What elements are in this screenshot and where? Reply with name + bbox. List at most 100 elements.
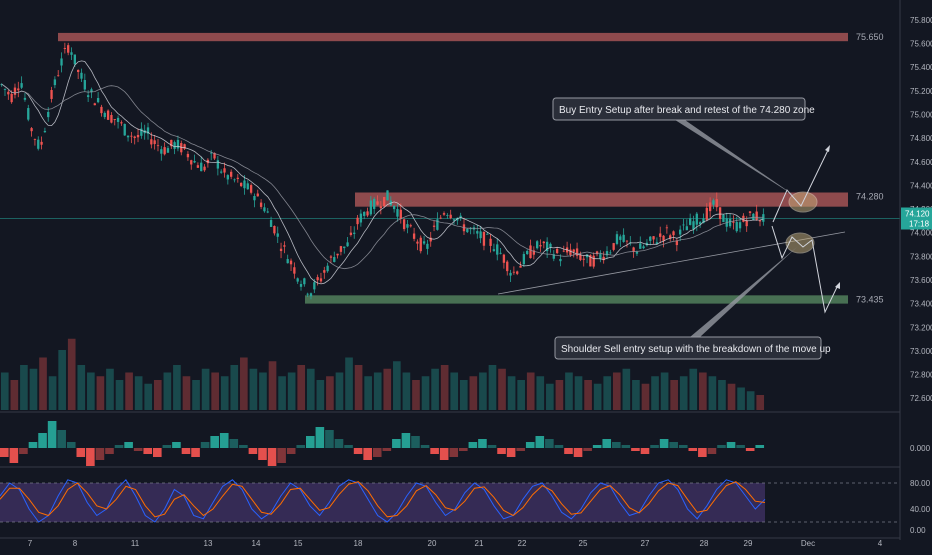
candle-body [73,54,77,65]
zone-rect [58,32,848,42]
oscillator-bar [19,448,28,454]
candle-body [373,198,376,209]
candle-body [382,196,386,207]
candle-body [728,218,732,227]
candle-body [396,209,399,217]
candle-body [303,278,306,285]
candle-body [552,254,555,259]
candle-body [47,111,50,118]
candle-body [279,248,283,252]
candle-body [160,149,163,154]
volume-bar [431,368,439,410]
price-tick-label: 73.200 [910,323,932,332]
oscillator-bar [162,445,172,448]
last-price-countdown: 17:18 [909,220,930,229]
candle-body [236,177,239,179]
candle-body [439,217,442,219]
volume-bar [211,372,219,410]
oscillator-bar [545,439,554,448]
candle-body [3,88,7,90]
candle-body [253,195,256,201]
price-tick-label: 74.600 [910,158,932,167]
candle-body [210,152,213,154]
candle-body [33,139,37,140]
candle-body [745,220,748,227]
volume-bar [660,372,669,410]
candle-body [639,243,642,249]
oscillator-bar [153,448,162,457]
candle-body [585,254,589,258]
price-tick-label: 73.800 [910,252,932,261]
oscillator-bar [506,448,516,457]
price-axis-bg [900,0,932,550]
time-tick-label: 25 [579,539,588,548]
candle-body [569,249,572,255]
volume-bar [488,365,497,410]
candle-body [526,250,529,255]
volume-bar [115,380,124,410]
candle-body [166,148,170,153]
oscillator-tick-label: 0.000 [910,444,931,453]
candle-body [349,232,353,236]
volume-bar [67,338,76,410]
candle-body [273,225,276,234]
candle-body [229,171,233,177]
time-tick-label: Dec [801,539,815,548]
candle-body [53,79,57,86]
candle-body [539,245,542,247]
candle-body [529,245,532,259]
volume-bar [48,376,57,410]
candle-body [469,228,472,230]
volume-bar [498,368,506,410]
volume-bar [153,380,162,410]
volume-bar [603,376,612,410]
volume-bar [546,383,554,410]
candle-body [37,139,40,149]
oscillator-bar [9,448,19,463]
oscillator-bar [47,421,57,448]
price-tick-label: 74.000 [910,229,932,238]
time-tick-label: 18 [354,539,363,548]
candle-body [432,225,436,227]
candle-body [399,209,402,219]
candle-body [276,233,279,237]
volume-bar [173,365,181,410]
candle-body [269,220,273,227]
volume-bar [326,376,334,410]
oscillator-bar [114,445,124,448]
candle-body [40,141,43,145]
volume-bar [144,383,153,410]
time-tick-label: 27 [641,539,650,548]
zone-label: 74.280 [856,191,884,201]
oscillator-bar [181,448,191,454]
candle-body [452,219,456,221]
candle-body [619,236,622,240]
candle-body [356,217,359,225]
candle-body [622,234,625,242]
candle-body [615,234,619,244]
oscillator-bar [200,442,210,448]
volume-bar [10,380,19,410]
volume-bar [29,368,38,410]
candle-body [412,233,416,239]
annotation-box [552,97,806,121]
candle-body [605,251,609,256]
candle-body [10,93,13,103]
candle-body [409,225,412,227]
volume-bar [20,365,28,410]
volume-bar [670,380,678,410]
volume-bar [708,376,717,410]
volume-bar [402,372,411,410]
oscillator-bar [105,448,114,454]
candle-body [392,205,396,210]
oscillator-bar [267,448,277,466]
oscillator-bar [382,448,392,451]
volume-bar [297,365,306,410]
candle-body [110,114,113,123]
stochastic-k-line [0,478,766,523]
candle-body [20,83,23,88]
candle-body [635,251,639,254]
sell-arrowhead [835,282,840,289]
candle-body [549,243,552,248]
